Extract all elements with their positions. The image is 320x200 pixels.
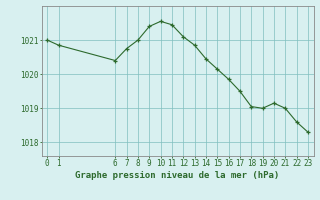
X-axis label: Graphe pression niveau de la mer (hPa): Graphe pression niveau de la mer (hPa) [76, 171, 280, 180]
